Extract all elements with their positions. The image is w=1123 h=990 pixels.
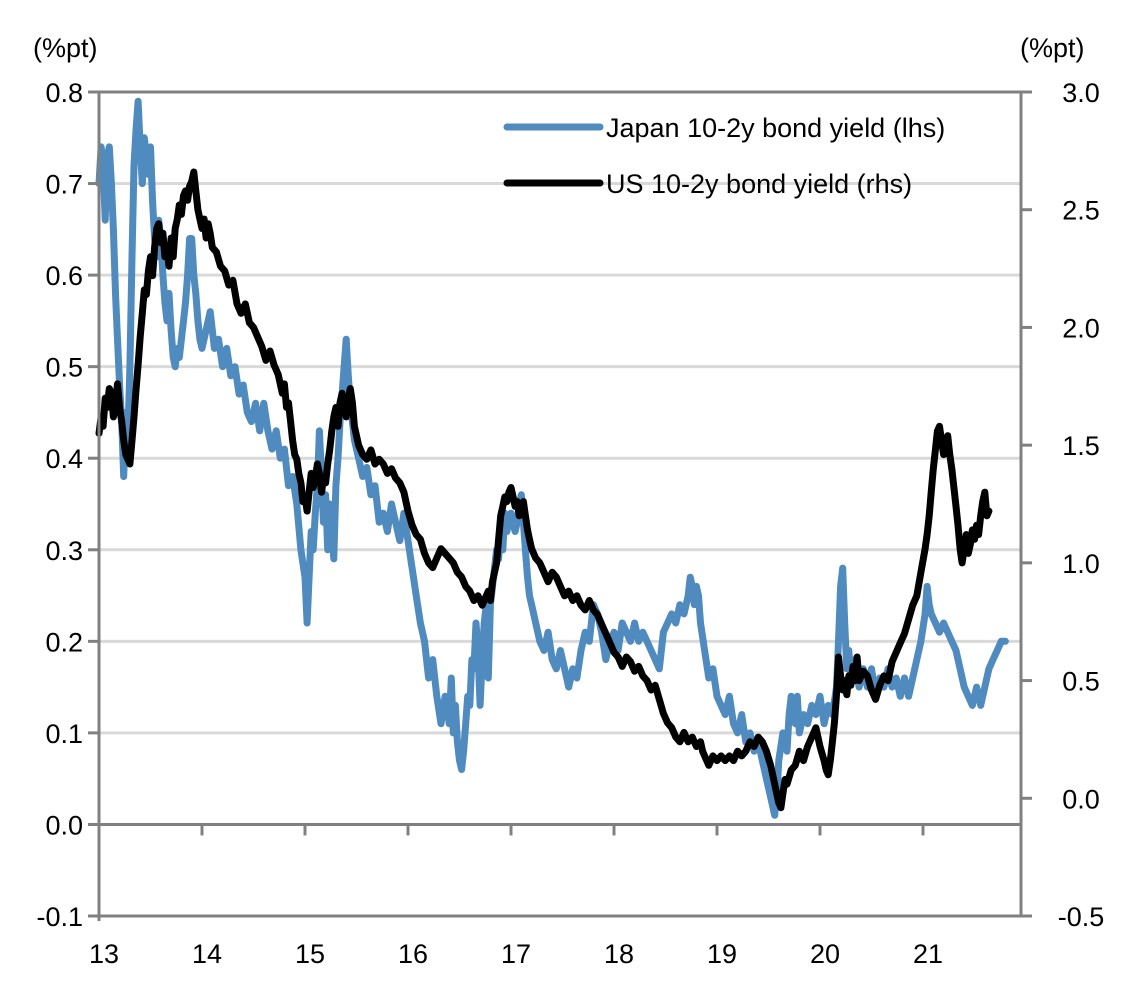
legend: Japan 10-2y bond yield (lhs) US 10-2y bo…	[503, 113, 945, 199]
left-axis-tick-label: 0.5	[45, 353, 83, 383]
right-axis-unit-label: (%pt)	[1020, 33, 1085, 63]
x-axis-tick-label: 16	[398, 939, 428, 969]
right-axis-tick-label: 0.5	[1062, 667, 1100, 697]
left-axis-tick-label: 0.1	[45, 719, 83, 749]
x-axis-tick-label: 14	[192, 939, 222, 969]
x-axis-tick-label: 17	[501, 939, 531, 969]
left-axis-tick-label: 0.4	[45, 444, 83, 474]
series-line-us	[95, 168, 993, 812]
left-axis-tick-label: 0.0	[45, 810, 83, 840]
right-axis-tick-label: 1.0	[1062, 549, 1100, 579]
x-axis-tick-label: 13	[89, 939, 119, 969]
legend-label-us: US 10-2y bond yield (rhs)	[606, 169, 912, 199]
left-axis-tick-label: 0.3	[45, 536, 83, 566]
gridlines	[99, 182, 1021, 735]
left-axis-unit-label: (%pt)	[33, 33, 98, 63]
x-axis-tick-label: 19	[707, 939, 737, 969]
right-axis-tick-label: 1.5	[1062, 431, 1100, 461]
right-axis-tick-label: 0.0	[1062, 784, 1100, 814]
left-axis-tick-label: 0.8	[45, 78, 83, 108]
left-axis-tick-label: 0.6	[45, 261, 83, 291]
x-axis-tick-label: 21	[913, 939, 943, 969]
right-axis-tick-labels: 3.0 2.5 2.0 1.5 1.0 0.5 0.0 -0.5	[1058, 78, 1105, 932]
legend-label-japan: Japan 10-2y bond yield (lhs)	[606, 113, 945, 143]
right-axis-tick-label: 2.0	[1062, 313, 1100, 343]
x-axis-tick-labels: 13 14 15 16 17 18 19 20 21	[89, 939, 943, 969]
series-layer	[95, 97, 1009, 819]
left-axis-tick-label: 0.2	[45, 627, 83, 657]
right-axis-tick-label: 2.5	[1062, 196, 1100, 226]
axes	[88, 90, 1032, 921]
left-axis-tick-label: -0.1	[36, 902, 83, 932]
x-axis-tick-label: 18	[604, 939, 634, 969]
left-axis-tick-labels: 0.8 0.7 0.6 0.5 0.4 0.3 0.2 0.1 0.0 -0.1	[36, 78, 83, 932]
x-axis-tick-label: 20	[810, 939, 840, 969]
x-axis-tick-label: 15	[295, 939, 325, 969]
right-axis-tick-label: -0.5	[1058, 902, 1105, 932]
left-axis-tick-label: 0.7	[45, 170, 83, 200]
right-axis-tick-label: 3.0	[1062, 78, 1100, 108]
